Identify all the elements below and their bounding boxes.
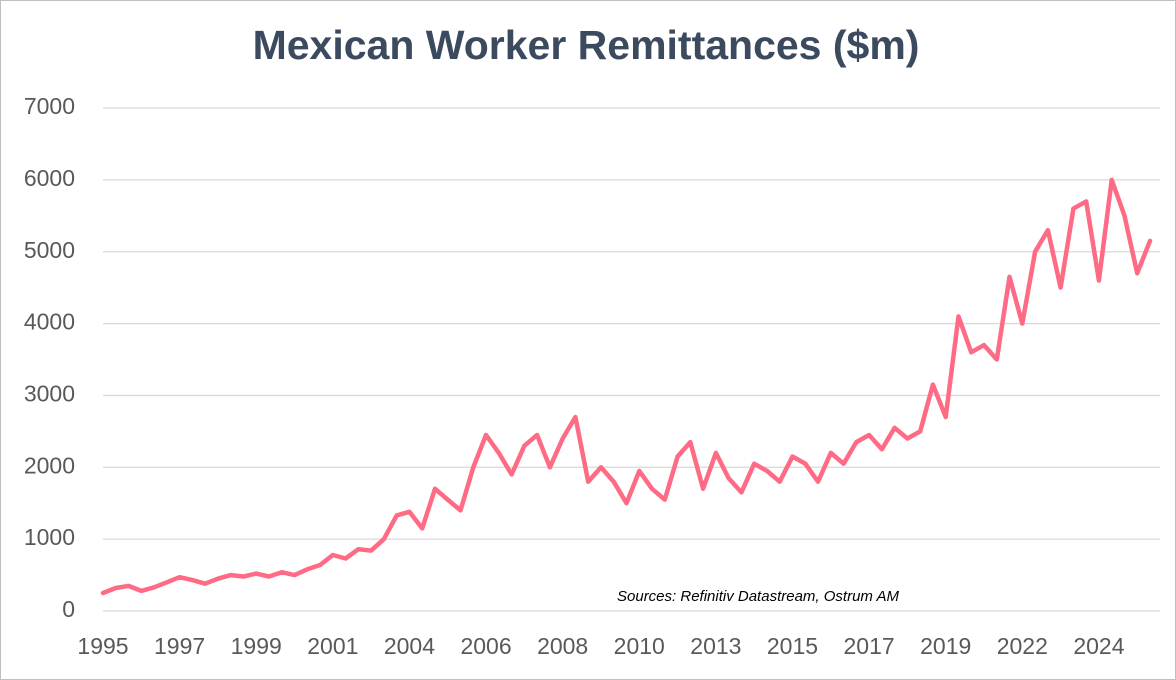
x-tick-label: 1999 bbox=[231, 633, 282, 659]
x-tick-label: 2004 bbox=[384, 633, 435, 659]
x-tick-label: 2008 bbox=[537, 633, 588, 659]
x-tick-label: 1997 bbox=[154, 633, 205, 659]
x-tick-label: 2010 bbox=[614, 633, 665, 659]
y-tick-label: 3000 bbox=[24, 381, 75, 407]
y-tick-label: 7000 bbox=[24, 93, 75, 119]
y-tick-label: 1000 bbox=[24, 524, 75, 550]
y-tick-label: 6000 bbox=[24, 165, 75, 191]
chart-title: Mexican Worker Remittances ($m) bbox=[253, 22, 920, 68]
x-tick-label: 2001 bbox=[307, 633, 358, 659]
x-tick-label: 2022 bbox=[997, 633, 1048, 659]
y-tick-label: 5000 bbox=[24, 237, 75, 263]
x-tick-label: 2013 bbox=[690, 633, 741, 659]
y-tick-label: 4000 bbox=[24, 309, 75, 335]
y-tick-label: 2000 bbox=[24, 452, 75, 478]
x-tick-label: 2006 bbox=[460, 633, 511, 659]
x-tick-label: 2019 bbox=[920, 633, 971, 659]
source-note: Sources: Refinitiv Datastream, Ostrum AM bbox=[617, 588, 900, 605]
x-tick-label: 2015 bbox=[767, 633, 818, 659]
x-tick-label: 1995 bbox=[77, 633, 128, 659]
y-tick-label: 0 bbox=[62, 596, 75, 622]
x-tick-label: 2024 bbox=[1073, 633, 1124, 659]
data-line bbox=[100, 177, 1153, 596]
x-tick-label: 2017 bbox=[844, 633, 895, 659]
